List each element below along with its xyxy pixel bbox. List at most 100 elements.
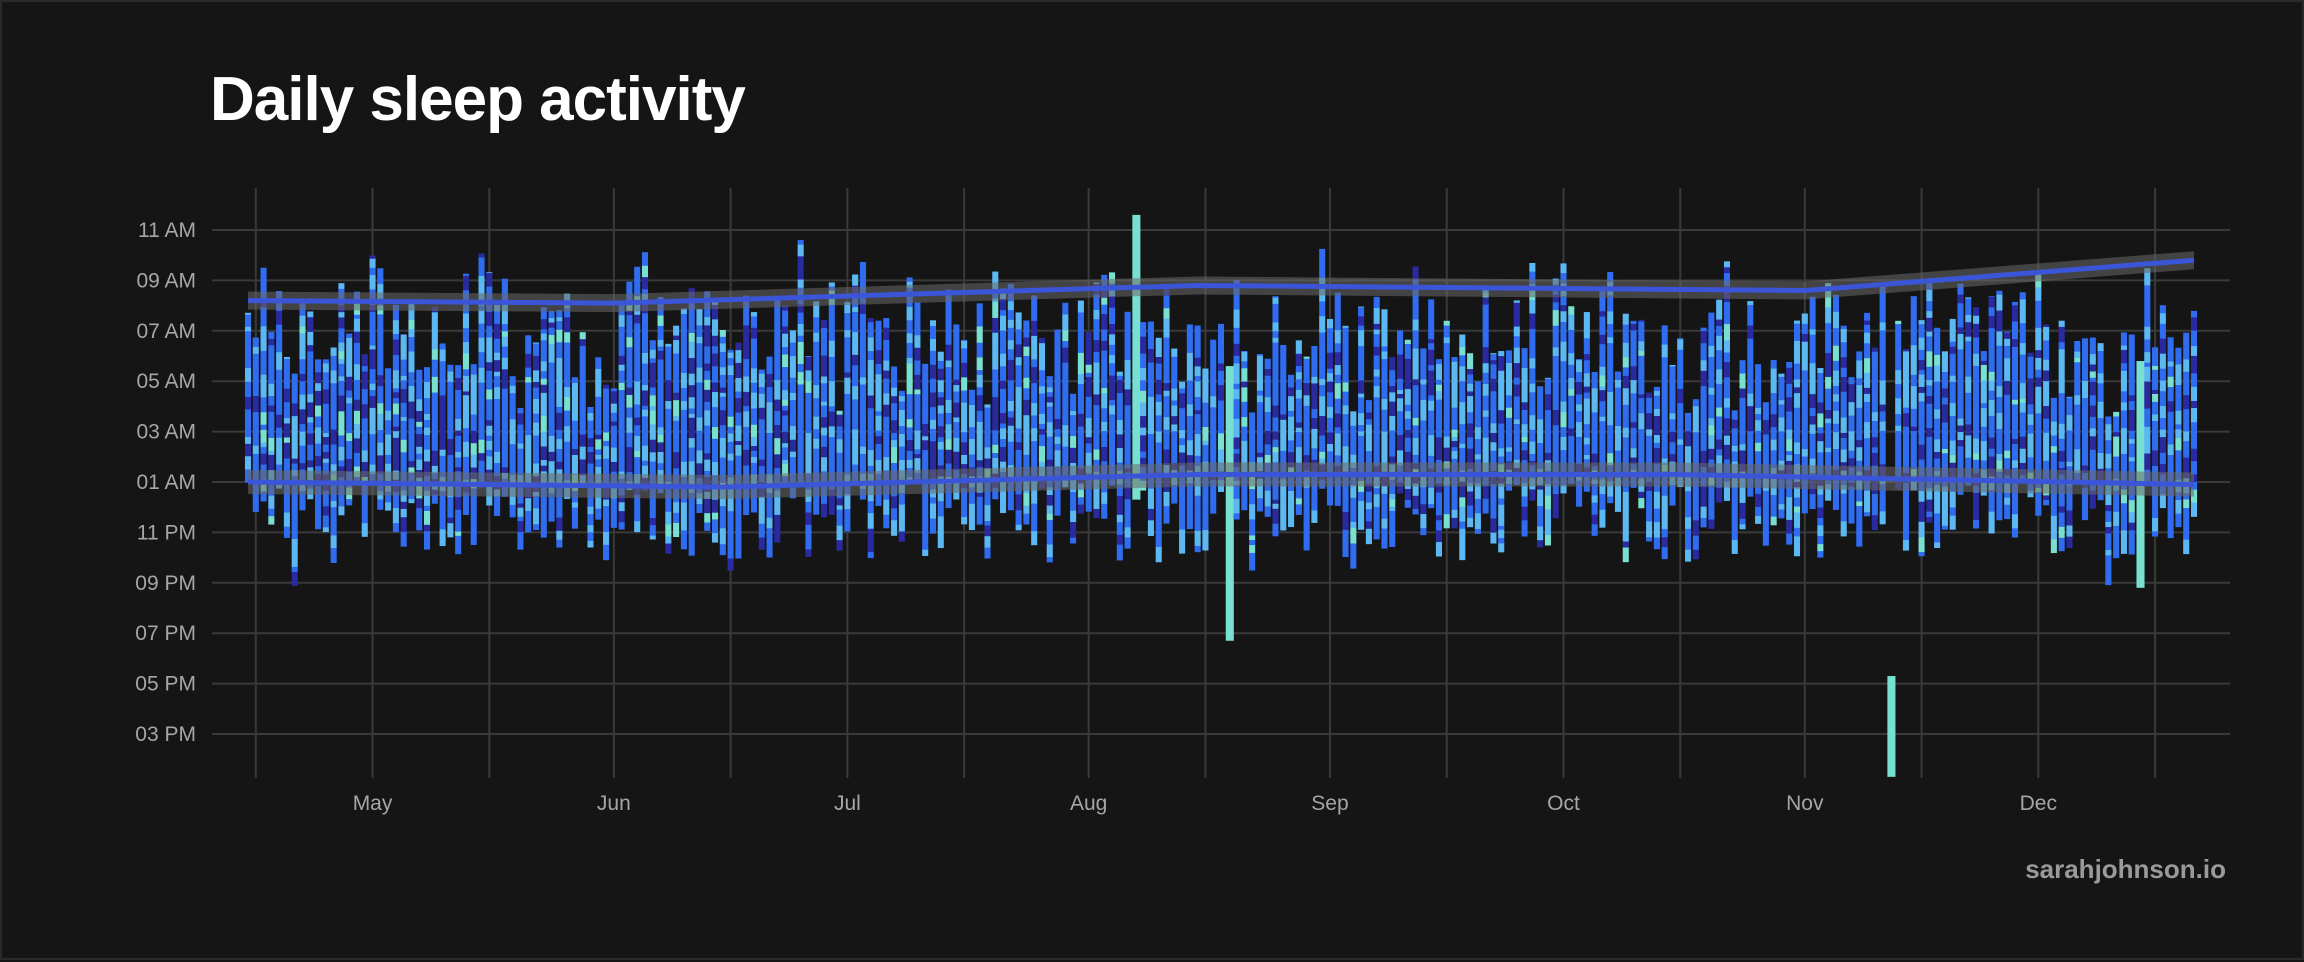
sleep-stage-segment: [1117, 375, 1123, 380]
sleep-stage-segment: [1241, 361, 1247, 368]
sleep-stage-segment: [346, 397, 352, 403]
sleep-stage-segment: [401, 501, 407, 509]
sleep-stage-segment: [774, 371, 780, 380]
sleep-stage-segment: [377, 364, 383, 369]
sleep-stage-segment: [1444, 507, 1450, 514]
sleep-stage-segment: [712, 533, 718, 543]
sleep-stage-segment: [868, 450, 874, 466]
sleep-stage-segment: [1584, 344, 1590, 355]
sleep-stage-segment: [1210, 356, 1216, 366]
sleep-stage-segment: [1156, 532, 1162, 547]
sleep-stage-segment: [2090, 395, 2096, 406]
sleep-stage-segment: [1817, 381, 1823, 390]
sleep-stage-segment: [1576, 436, 1582, 452]
sleep-stage-segment: [1451, 391, 1457, 397]
sleep-stage-segment: [1055, 413, 1061, 419]
sleep-stage-segment: [1389, 526, 1395, 539]
sleep-stage-segment: [1210, 439, 1216, 444]
sleep-stage-segment: [1950, 327, 1956, 342]
sleep-stage-segment: [1047, 513, 1053, 520]
sleep-stage-segment: [1732, 410, 1738, 419]
sleep-stage-segment: [478, 413, 484, 424]
sleep-bar: [1039, 338, 1045, 489]
sleep-stage-segment: [751, 338, 757, 347]
sleep-stage-segment: [424, 531, 430, 539]
sleep-stage-segment: [1070, 447, 1076, 463]
sleep-stage-segment: [346, 416, 352, 422]
sleep-stage-segment: [370, 407, 376, 421]
sleep-stage-segment: [844, 321, 850, 330]
sleep-stage-segment: [1389, 499, 1395, 507]
sleep-stage-segment: [2090, 377, 2096, 381]
sleep-stage-segment: [1911, 398, 1917, 403]
sleep-stage-segment: [634, 404, 640, 417]
sleep-stage-segment: [1008, 301, 1014, 310]
sleep-stage-segment: [1623, 442, 1629, 452]
sleep-stage-segment: [1708, 387, 1714, 394]
sleep-stage-segment: [463, 328, 469, 332]
sleep-stage-segment: [2082, 424, 2088, 441]
sleep-stage-segment: [1234, 389, 1240, 399]
sleep-stage-segment: [354, 364, 360, 380]
sleep-stage-segment: [284, 357, 290, 359]
sleep-stage-segment: [860, 428, 866, 436]
sleep-stage-segment: [1841, 531, 1847, 537]
sleep-stage-segment: [1973, 411, 1979, 417]
sleep-bar: [1148, 322, 1154, 536]
sleep-stage-segment: [1514, 326, 1520, 336]
sleep-stage-segment: [1848, 415, 1854, 431]
sleep-stage-segment: [1101, 329, 1107, 341]
sleep-stage-segment: [1109, 446, 1115, 454]
sleep-stage-segment: [564, 426, 570, 442]
sleep-stage-segment: [1459, 413, 1465, 424]
sleep-stage-segment: [1389, 506, 1395, 511]
sleep-bar: [611, 388, 617, 527]
sleep-stage-segment: [1288, 416, 1294, 427]
sleep-stage-segment: [533, 355, 539, 370]
sleep-stage-segment: [1895, 338, 1901, 353]
sleep-stage-segment: [315, 510, 321, 525]
sleep-stage-segment: [1366, 400, 1372, 412]
sleep-stage-segment: [268, 360, 274, 374]
sleep-stage-segment: [1335, 427, 1341, 433]
sleep-stage-segment: [1444, 494, 1450, 508]
sleep-stage-segment: [743, 325, 749, 340]
sleep-stage-segment: [1420, 384, 1426, 393]
sleep-stage-segment: [1366, 491, 1372, 503]
sleep-stage-segment: [992, 317, 998, 332]
sleep-stage-segment: [517, 521, 523, 532]
sleep-stage-segment: [1101, 492, 1107, 504]
sleep-stage-segment: [1833, 439, 1839, 449]
sleep-stage-segment: [1763, 402, 1769, 404]
sleep-stage-segment: [1701, 428, 1707, 440]
sleep-stage-segment: [253, 346, 259, 353]
sleep-stage-segment: [821, 417, 827, 428]
sleep-stage-segment: [1880, 511, 1886, 524]
sleep-stage-segment: [1140, 353, 1146, 368]
sleep-stage-segment: [1202, 402, 1208, 412]
sleep-stage-segment: [1911, 402, 1917, 409]
sleep-stage-segment: [2012, 439, 2018, 444]
sleep-stage-segment: [541, 350, 547, 361]
sleep-stage-segment: [1257, 429, 1263, 435]
sleep-stage-segment: [377, 386, 383, 392]
sleep-stage-segment: [1467, 383, 1473, 391]
sleep-stage-segment: [1631, 411, 1637, 416]
sleep-stage-segment: [1856, 501, 1862, 506]
sleep-stage-segment: [1475, 519, 1481, 529]
sleep-stage-segment: [556, 539, 562, 547]
sleep-stage-segment: [1615, 505, 1621, 512]
sleep-stage-segment: [1179, 517, 1185, 530]
sleep-stage-segment: [525, 382, 531, 387]
sleep-stage-segment: [1405, 384, 1411, 389]
sleep-stage-segment: [408, 499, 414, 504]
sleep-stage-segment: [1272, 439, 1278, 447]
sleep-stage-segment: [875, 415, 881, 430]
sleep-bar: [1522, 348, 1528, 536]
sleep-stage-segment: [1311, 448, 1317, 460]
sleep-stage-segment: [549, 451, 555, 461]
sleep-stage-segment: [1786, 451, 1792, 456]
sleep-stage-segment: [790, 411, 796, 421]
sleep-stage-segment: [253, 412, 259, 418]
sleep-stage-segment: [1467, 396, 1473, 403]
